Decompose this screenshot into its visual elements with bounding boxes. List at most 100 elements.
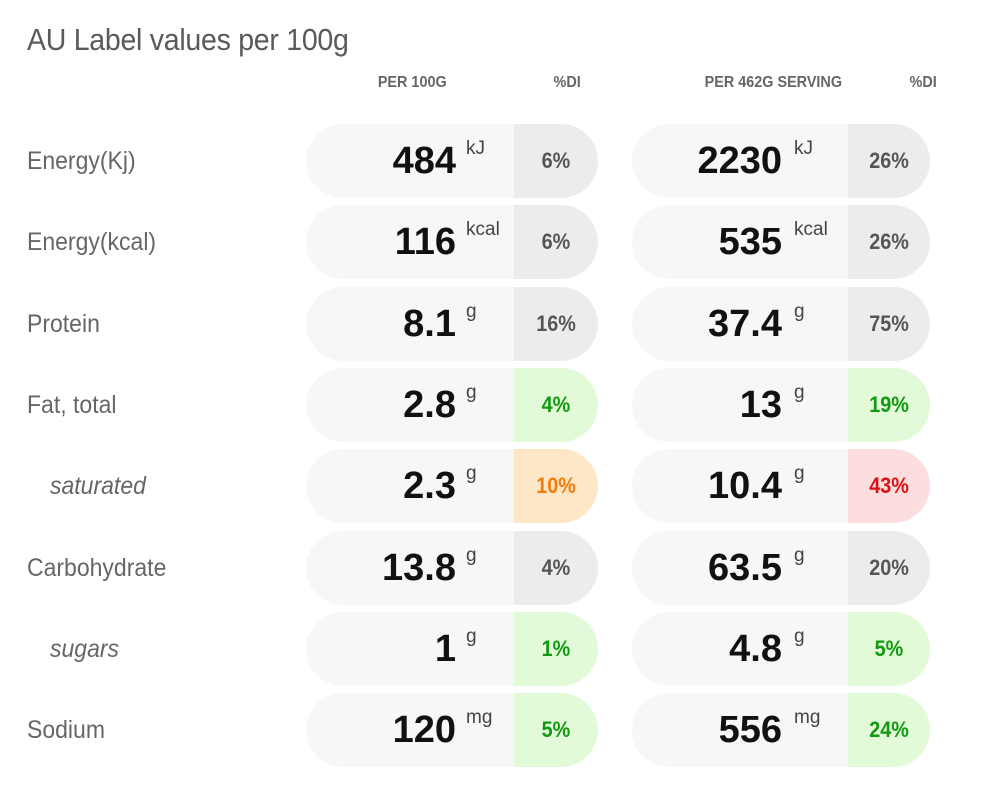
- nutrient-row: Protein 8.1 g 16% 37.4 g 75%: [0, 287, 1006, 361]
- page-title: AU Label values per 100g: [27, 22, 349, 57]
- per-serving-cell: 13 g 19%: [632, 368, 930, 442]
- per-serving-di-value: 75%: [869, 311, 909, 336]
- per-serving-unit: kJ: [794, 138, 813, 159]
- per-100g-cell: 2.3 g 10%: [306, 449, 598, 523]
- per-100g-cell: 120 mg 5%: [306, 693, 598, 767]
- per-100g-cell: 116 kcal 6%: [306, 205, 598, 279]
- per-serving-value: 4.8: [729, 628, 782, 670]
- per-serving-di-badge: 26%: [848, 124, 930, 198]
- per-serving-di-value: 20%: [869, 555, 909, 580]
- nutrient-label: Protein: [27, 310, 100, 338]
- per-100g-di-badge: 10%: [514, 449, 598, 523]
- per-serving-di-value: 19%: [869, 392, 909, 417]
- per-serving-di-badge: 24%: [848, 693, 930, 767]
- per-100g-di-badge: 5%: [514, 693, 598, 767]
- per-100g-di-value: 6%: [541, 148, 571, 173]
- per-serving-di-badge: 5%: [848, 612, 930, 686]
- per-100g-di-value: 10%: [536, 473, 576, 498]
- nutrient-label: Fat, total: [27, 391, 117, 419]
- per-100g-cell: 1 g 1%: [306, 612, 598, 686]
- per-serving-di-badge: 20%: [848, 531, 930, 605]
- per-serving-unit: g: [794, 545, 805, 566]
- header-di-100g: %DI: [553, 74, 581, 91]
- per-100g-value: 1: [434, 628, 456, 670]
- per-serving-di-badge: 19%: [848, 368, 930, 442]
- per-serving-di-value: 24%: [869, 717, 909, 742]
- per-100g-value: 116: [394, 221, 456, 263]
- per-serving-value: 2230: [697, 140, 782, 182]
- per-100g-value: 120: [392, 709, 456, 751]
- per-100g-unit: g: [466, 545, 477, 566]
- per-100g-di-value: 4%: [541, 555, 571, 580]
- per-100g-unit: g: [466, 301, 477, 322]
- per-100g-unit: mg: [466, 707, 493, 728]
- nutrient-label: sugars: [50, 635, 120, 663]
- per-serving-value: 63.5: [708, 547, 782, 589]
- nutrient-row: Carbohydrate 13.8 g 4% 63.5 g 20%: [0, 531, 1006, 605]
- per-100g-value: 2.3: [403, 465, 456, 507]
- per-serving-cell: 556 mg 24%: [632, 693, 930, 767]
- per-100g-di-badge: 6%: [514, 124, 598, 198]
- per-serving-di-badge: 75%: [848, 287, 930, 361]
- per-100g-unit: g: [466, 626, 477, 647]
- nutrient-row: Energy(kcal) 116 kcal 6% 535 kcal 26%: [0, 205, 1006, 279]
- per-100g-value: 484: [392, 140, 456, 182]
- header-per-serving: PER 462G SERVING: [704, 74, 843, 91]
- per-100g-cell: 2.8 g 4%: [306, 368, 598, 442]
- per-serving-unit: g: [794, 301, 805, 322]
- per-serving-unit: g: [794, 382, 805, 403]
- nutrient-label: Energy(Kj): [27, 147, 136, 175]
- per-serving-cell: 535 kcal 26%: [632, 205, 930, 279]
- per-serving-value: 535: [718, 221, 782, 263]
- per-100g-di-badge: 6%: [514, 205, 598, 279]
- nutrient-row: Sodium 120 mg 5% 556 mg 24%: [0, 693, 1006, 767]
- per-100g-value: 8.1: [403, 303, 456, 345]
- per-serving-di-value: 26%: [869, 148, 909, 173]
- nutrient-label: saturated: [50, 472, 146, 500]
- per-serving-di-value: 26%: [869, 229, 909, 254]
- per-serving-di-value: 5%: [874, 636, 904, 661]
- per-100g-value: 13.8: [382, 547, 456, 589]
- header-per-100g: PER 100G: [377, 74, 447, 91]
- per-100g-di-badge: 4%: [514, 368, 598, 442]
- per-serving-value: 10.4: [708, 465, 782, 507]
- per-100g-unit: g: [466, 382, 477, 403]
- nutrient-label: Carbohydrate: [27, 554, 167, 582]
- per-serving-unit: g: [794, 626, 805, 647]
- per-serving-unit: g: [794, 463, 805, 484]
- per-100g-unit: g: [466, 463, 477, 484]
- per-100g-di-badge: 16%: [514, 287, 598, 361]
- nutrient-row: sugars 1 g 1% 4.8 g 5%: [0, 612, 1006, 686]
- per-100g-unit: kcal: [466, 219, 500, 240]
- per-serving-value: 13: [739, 384, 782, 426]
- per-serving-value: 37.4: [708, 303, 782, 345]
- per-100g-value: 2.8: [403, 384, 456, 426]
- per-serving-unit: kcal: [794, 219, 828, 240]
- header-di-serving: %DI: [909, 74, 937, 91]
- nutrient-row: saturated 2.3 g 10% 10.4 g 43%: [0, 449, 1006, 523]
- per-serving-cell: 2230 kJ 26%: [632, 124, 930, 198]
- per-100g-di-value: 4%: [541, 392, 571, 417]
- per-100g-cell: 13.8 g 4%: [306, 531, 598, 605]
- per-100g-di-value: 6%: [541, 229, 571, 254]
- nutrient-row: Fat, total 2.8 g 4% 13 g 19%: [0, 368, 1006, 442]
- per-100g-cell: 8.1 g 16%: [306, 287, 598, 361]
- per-serving-di-badge: 26%: [848, 205, 930, 279]
- per-serving-cell: 37.4 g 75%: [632, 287, 930, 361]
- per-100g-unit: kJ: [466, 138, 485, 159]
- per-serving-cell: 10.4 g 43%: [632, 449, 930, 523]
- per-100g-di-badge: 4%: [514, 531, 598, 605]
- per-100g-di-value: 1%: [541, 636, 571, 661]
- per-100g-di-badge: 1%: [514, 612, 598, 686]
- nutrient-label: Energy(kcal): [27, 228, 157, 256]
- per-serving-value: 556: [718, 709, 782, 751]
- per-serving-cell: 63.5 g 20%: [632, 531, 930, 605]
- per-100g-di-value: 5%: [541, 717, 571, 742]
- nutrient-row: Energy(Kj) 484 kJ 6% 2230 kJ 26%: [0, 124, 1006, 198]
- per-100g-di-value: 16%: [536, 311, 576, 336]
- per-serving-unit: mg: [794, 707, 821, 728]
- nutrient-label: Sodium: [27, 716, 105, 744]
- per-serving-cell: 4.8 g 5%: [632, 612, 930, 686]
- per-100g-cell: 484 kJ 6%: [306, 124, 598, 198]
- per-serving-di-badge: 43%: [848, 449, 930, 523]
